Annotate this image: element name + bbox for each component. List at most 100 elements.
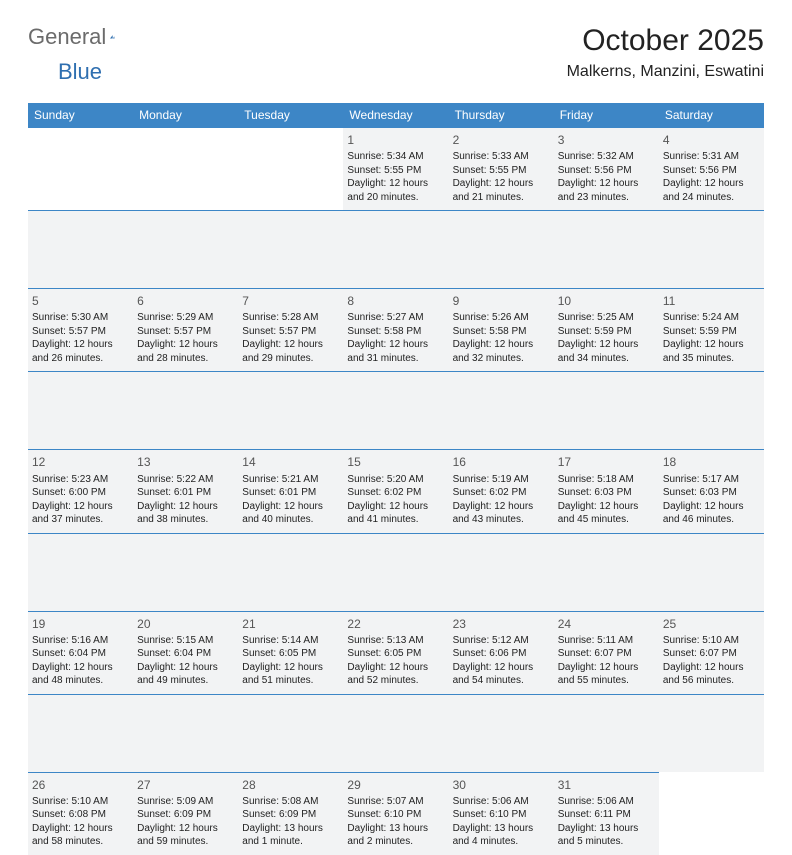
daylight-text: Daylight: 12 hours and 48 minutes.: [32, 661, 129, 688]
daylight-text: Daylight: 12 hours and 38 minutes.: [137, 500, 234, 527]
calendar-day-cell: 26Sunrise: 5:10 AMSunset: 6:08 PMDayligh…: [28, 772, 133, 855]
calendar-day-cell: 17Sunrise: 5:18 AMSunset: 6:03 PMDayligh…: [554, 450, 659, 533]
day-number: 5: [32, 293, 129, 309]
sunset-text: Sunset: 5:55 PM: [453, 164, 550, 178]
sunset-text: Sunset: 5:57 PM: [137, 325, 234, 339]
sunrise-text: Sunrise: 5:20 AM: [347, 473, 444, 487]
sunrise-text: Sunrise: 5:14 AM: [242, 634, 339, 648]
sunset-text: Sunset: 6:11 PM: [558, 808, 655, 822]
sunrise-text: Sunrise: 5:16 AM: [32, 634, 129, 648]
day-number: 31: [558, 777, 655, 793]
sunrise-text: Sunrise: 5:34 AM: [347, 150, 444, 164]
day-number: 12: [32, 454, 129, 470]
calendar-day-cell: 21Sunrise: 5:14 AMSunset: 6:05 PMDayligh…: [238, 611, 343, 694]
daylight-text: Daylight: 12 hours and 41 minutes.: [347, 500, 444, 527]
calendar-day-cell: 11 Sunrise: 5:24 AMSunset: 5:59 PMDayligh…: [659, 289, 764, 372]
calendar-day-cell: 25Sunrise: 5:10 AMSunset: 6:07 PMDayligh…: [659, 611, 764, 694]
day-number: 28: [242, 777, 339, 793]
calendar-day-cell: 29Sunrise: 5:07 AMSunset: 6:10 PMDayligh…: [343, 772, 448, 855]
sunrise-text: Sunrise: 5:19 AM: [453, 473, 550, 487]
sunrise-text: Sunrise: 5:08 AM: [242, 795, 339, 809]
daylight-text: Daylight: 12 hours and 49 minutes.: [137, 661, 234, 688]
calendar-day-cell: 28Sunrise: 5:08 AMSunset: 6:09 PMDayligh…: [238, 772, 343, 855]
sunrise-text: Sunrise: 5:17 AM: [663, 473, 760, 487]
calendar-day-cell: 1Sunrise: 5:34 AMSunset: 5:55 PMDaylight…: [343, 128, 448, 211]
calendar-day-cell: 3Sunrise: 5:32 AMSunset: 5:56 PMDaylight…: [554, 128, 659, 211]
sunrise-text: Sunrise: 5:29 AM: [137, 311, 234, 325]
daylight-text: Daylight: 13 hours and 2 minutes.: [347, 822, 444, 849]
calendar-day-cell: 22 Sunrise: 5:13 AMSunset: 6:05 PMDayligh…: [343, 611, 448, 694]
calendar-body: 1Sunrise: 5:34 AMSunset: 5:55 PMDaylight…: [28, 128, 764, 855]
day-header: Monday: [133, 103, 238, 128]
sunrise-text: Sunrise: 5:10 AM: [663, 634, 760, 648]
day-number: 19: [32, 616, 129, 632]
sunset-text: Sunset: 5:58 PM: [347, 325, 444, 339]
calendar-day-cell: 4Sunrise: 5:31 AMSunset: 5:56 PMDaylight…: [659, 128, 764, 211]
sunrise-text: Sunrise: 5:07 AM: [347, 795, 444, 809]
sunset-text: Sunset: 5:59 PM: [663, 325, 760, 339]
sunrise-text: Sunrise: 5:13 AM: [347, 634, 444, 648]
day-number: 6: [137, 293, 234, 309]
daylight-text: Daylight: 12 hours and 51 minutes.: [242, 661, 339, 688]
sunset-text: Sunset: 6:04 PM: [32, 647, 129, 661]
calendar-day-cell: 19 Sunrise: 5:16 AMSunset: 6:04 PMDayligh…: [28, 611, 133, 694]
sunset-text: Sunset: 6:09 PM: [137, 808, 234, 822]
sunset-text: Sunset: 5:57 PM: [32, 325, 129, 339]
day-number: 8: [347, 293, 444, 309]
sunrise-text: Sunrise: 5:32 AM: [558, 150, 655, 164]
daylight-text: Daylight: 13 hours and 4 minutes.: [453, 822, 550, 849]
daylight-text: Daylight: 12 hours and 37 minutes.: [32, 500, 129, 527]
calendar-day-cell: 20Sunrise: 5:15 AMSunset: 6:04 PMDayligh…: [133, 611, 238, 694]
calendar-day-cell: 27Sunrise: 5:09 AMSunset: 6:09 PMDayligh…: [133, 772, 238, 855]
row-spacer: [28, 372, 764, 450]
daylight-text: Daylight: 12 hours and 34 minutes.: [558, 338, 655, 365]
calendar-day-cell: 6 Sunrise: 5:29 AMSunset: 5:57 PMDaylight…: [133, 289, 238, 372]
sunrise-text: Sunrise: 5:09 AM: [137, 795, 234, 809]
sunset-text: Sunset: 5:56 PM: [558, 164, 655, 178]
sunrise-text: Sunrise: 5:15 AM: [137, 634, 234, 648]
sunrise-text: Sunrise: 5:27 AM: [347, 311, 444, 325]
sunrise-text: Sunrise: 5:11 AM: [558, 634, 655, 648]
day-number: 18: [663, 454, 760, 470]
calendar-week-row: 26Sunrise: 5:10 AMSunset: 6:08 PMDayligh…: [28, 772, 764, 855]
day-number: 11: [663, 293, 760, 309]
logo: General: [28, 24, 138, 50]
calendar-week-row: 1Sunrise: 5:34 AMSunset: 5:55 PMDaylight…: [28, 128, 764, 211]
sunset-text: Sunset: 6:05 PM: [347, 647, 444, 661]
calendar-table: Sunday Monday Tuesday Wednesday Thursday…: [28, 103, 764, 855]
day-number: 16: [453, 454, 550, 470]
calendar-day-cell: 23Sunrise: 5:12 AMSunset: 6:06 PMDayligh…: [449, 611, 554, 694]
sunrise-text: Sunrise: 5:31 AM: [663, 150, 760, 164]
day-number: 14: [242, 454, 339, 470]
day-number: 4: [663, 132, 760, 148]
sunrise-text: Sunrise: 5:10 AM: [32, 795, 129, 809]
calendar-day-cell: 12Sunrise: 5:23 AMSunset: 6:00 PMDayligh…: [28, 450, 133, 533]
sunrise-text: Sunrise: 5:33 AM: [453, 150, 550, 164]
row-spacer: [28, 533, 764, 611]
sunrise-text: Sunrise: 5:06 AM: [453, 795, 550, 809]
sunset-text: Sunset: 6:03 PM: [663, 486, 760, 500]
sunset-text: Sunset: 5:55 PM: [347, 164, 444, 178]
daylight-text: Daylight: 12 hours and 35 minutes.: [663, 338, 760, 365]
daylight-text: Daylight: 12 hours and 52 minutes.: [347, 661, 444, 688]
calendar-week-row: 12Sunrise: 5:23 AMSunset: 6:00 PMDayligh…: [28, 450, 764, 533]
calendar-day-cell: 13Sunrise: 5:22 AMSunset: 6:01 PMDayligh…: [133, 450, 238, 533]
day-header: Friday: [554, 103, 659, 128]
calendar-week-row: 5Sunrise: 5:30 AMSunset: 5:57 PMDaylight…: [28, 289, 764, 372]
sunset-text: Sunset: 6:01 PM: [137, 486, 234, 500]
day-number: 21: [242, 616, 339, 632]
calendar-day-cell: 7Sunrise: 5:28 AMSunset: 5:57 PMDaylight…: [238, 289, 343, 372]
daylight-text: Daylight: 12 hours and 23 minutes.: [558, 177, 655, 204]
daylight-text: Daylight: 12 hours and 32 minutes.: [453, 338, 550, 365]
calendar-week-row: 19Sunrise: 5:16 AMSunset: 6:04 PMDayligh…: [28, 611, 764, 694]
sunset-text: Sunset: 6:10 PM: [453, 808, 550, 822]
day-number: 20: [137, 616, 234, 632]
sunrise-text: Sunrise: 5:22 AM: [137, 473, 234, 487]
daylight-text: Daylight: 12 hours and 28 minutes.: [137, 338, 234, 365]
day-header: Sunday: [28, 103, 133, 128]
calendar-day-cell: [133, 128, 238, 211]
sunrise-text: Sunrise: 5:24 AM: [663, 311, 760, 325]
calendar-day-cell: 15Sunrise: 5:20 AMSunset: 6:02 PMDayligh…: [343, 450, 448, 533]
day-number: 22: [347, 616, 444, 632]
day-number: 10: [558, 293, 655, 309]
